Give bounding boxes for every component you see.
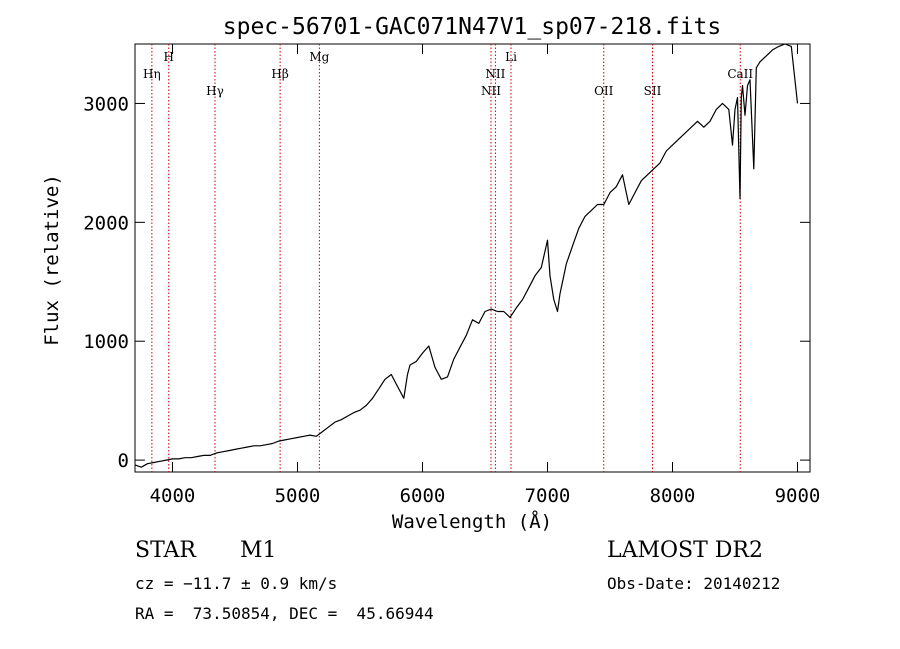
x-tick-label: 5000	[275, 485, 321, 507]
axis-ticks: 4000 5000 6000 7000 8000 9000 0 1000 2000 3000	[83, 44, 820, 507]
y-tick-label: 2000	[83, 212, 129, 234]
spectrum-series	[134, 43, 799, 468]
line-marker-label: CaII	[727, 67, 753, 81]
line-marker-label: NII	[485, 67, 505, 81]
observation-date: Obs-Date: 20140212	[607, 574, 781, 593]
coordinates: RA = 73.50854, DEC = 45.66944	[135, 604, 434, 623]
spectrum-line	[134, 43, 799, 468]
radial-velocity: cz = −11.7 ± 0.9 km/s	[135, 574, 338, 593]
x-tick-label: 6000	[400, 485, 446, 507]
line-marker-label: NII	[481, 84, 501, 98]
line-marker-label: OII	[594, 84, 614, 98]
y-tick-label: 0	[118, 450, 129, 472]
line-marker-label: H	[164, 50, 174, 64]
y-axis-label: Flux (relative)	[41, 174, 63, 346]
x-tick-label: 4000	[150, 485, 196, 507]
survey-name: LAMOST DR2	[607, 538, 763, 563]
plot-frame	[134, 43, 811, 473]
chart-title: spec-56701-GAC071N47V1_sp07-218.fits	[223, 14, 722, 40]
line-marker-label: Hγ	[206, 84, 224, 98]
object-subclass: M1	[240, 538, 277, 563]
y-tick-label: 1000	[83, 331, 129, 353]
line-marker-label: Hη	[143, 67, 161, 81]
line-marker-label: Hβ	[271, 67, 288, 81]
x-tick-label: 7000	[525, 485, 571, 507]
line-marker-label: SII	[644, 84, 662, 98]
x-tick-label: 8000	[650, 485, 696, 507]
x-axis-label: Wavelength (Å)	[392, 510, 552, 533]
y-tick-label: 3000	[83, 93, 129, 115]
object-type: STAR	[135, 538, 196, 563]
line-marker-label: Li	[505, 50, 517, 64]
line-marker-label: Mg	[309, 50, 329, 64]
x-tick-label: 9000	[775, 485, 821, 507]
